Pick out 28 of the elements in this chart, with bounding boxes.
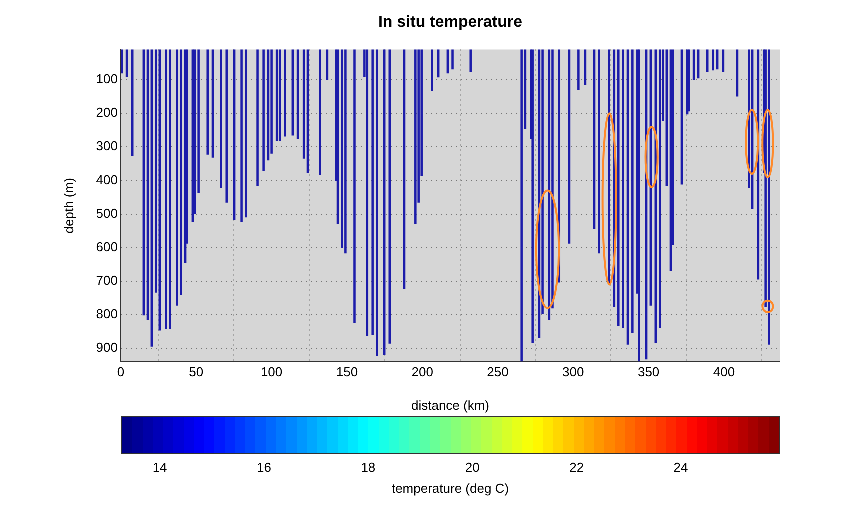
- x-tick-label: 0: [117, 364, 125, 380]
- y-tick-label: 100: [96, 72, 118, 87]
- chart-title: In situ temperature: [377, 14, 524, 32]
- y-tick-label: 300: [96, 138, 118, 154]
- color-bar-title: temperature (deg C): [390, 481, 510, 496]
- color-bar-label: 20: [464, 460, 481, 475]
- x-tick-label: 50: [189, 364, 204, 380]
- y-tick-label: 200: [96, 105, 118, 120]
- x-tick-label: 350: [638, 364, 660, 380]
- y-tick-label: 800: [96, 306, 118, 322]
- y-tick-label: 600: [96, 239, 118, 254]
- y-tick-label: 700: [96, 273, 118, 288]
- y-tick-label: 400: [96, 172, 118, 188]
- x-tick-label: 150: [336, 364, 358, 380]
- x-tick-label: 250: [487, 364, 509, 380]
- x-tick-label: 200: [412, 364, 434, 380]
- y-tick-label: 500: [96, 206, 118, 221]
- x-tick-label: 100: [260, 364, 283, 380]
- y-tick-label: 900: [96, 340, 118, 356]
- y-axis-title: depth (m): [61, 178, 76, 234]
- color-bar-label: 24: [672, 460, 690, 475]
- color-bar-label: 16: [256, 460, 272, 475]
- color-bar-label: 14: [152, 460, 168, 475]
- x-tick-label: 400: [713, 364, 736, 380]
- color-bar-label: 22: [568, 460, 586, 475]
- color-bar-label: 18: [360, 460, 377, 475]
- x-axis-title: distance (km): [411, 398, 490, 413]
- x-tick-label: 300: [562, 364, 584, 380]
